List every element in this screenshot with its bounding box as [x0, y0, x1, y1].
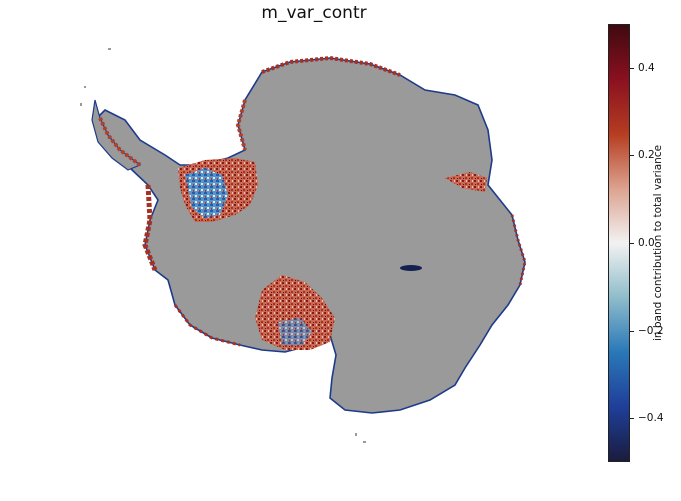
- map-title: m_var_contr: [261, 3, 367, 23]
- coast-fringe-west: [142, 184, 158, 271]
- island: [84, 86, 86, 88]
- ross-blue-streaks: [185, 168, 228, 218]
- lower-shelf-region: [255, 275, 335, 350]
- colorbar-tick: [630, 330, 634, 332]
- colorbar-label: in band contribution to total variance: [652, 144, 664, 342]
- coast-fringe-east: [510, 214, 527, 286]
- colorbar-tick-label: 0.0: [638, 237, 655, 249]
- colorbar-tick: [630, 67, 634, 69]
- colorbar-tick: [630, 418, 634, 420]
- island: [108, 48, 111, 50]
- colorbar-tick-label: −0.4: [638, 412, 664, 425]
- island: [363, 441, 366, 443]
- east-patch: [445, 172, 487, 192]
- lower-shelf-blue: [278, 318, 312, 345]
- coast-fringe-south: [173, 304, 241, 347]
- antarctica-map: [80, 48, 527, 443]
- colorbar-tick-label: 0.4: [638, 61, 655, 74]
- colorbar-tick-label: 0.2: [638, 149, 655, 162]
- dark-blue-lake: [400, 265, 422, 271]
- continent-landmass: [94, 57, 526, 414]
- coast-fringe-nw: [235, 99, 247, 151]
- peninsula-fringe: [98, 117, 142, 167]
- colorbar-tick: [630, 243, 634, 244]
- colorbar-gradient: [608, 24, 630, 462]
- island: [355, 433, 357, 436]
- colorbar: 0.4 0.2 0.0 −0.2 −0.4: [608, 24, 664, 462]
- coast-fringe-north: [261, 55, 401, 77]
- colorbar-tick: [630, 155, 634, 157]
- island: [80, 103, 82, 106]
- colorbar-tick-label: −0.2: [638, 324, 664, 337]
